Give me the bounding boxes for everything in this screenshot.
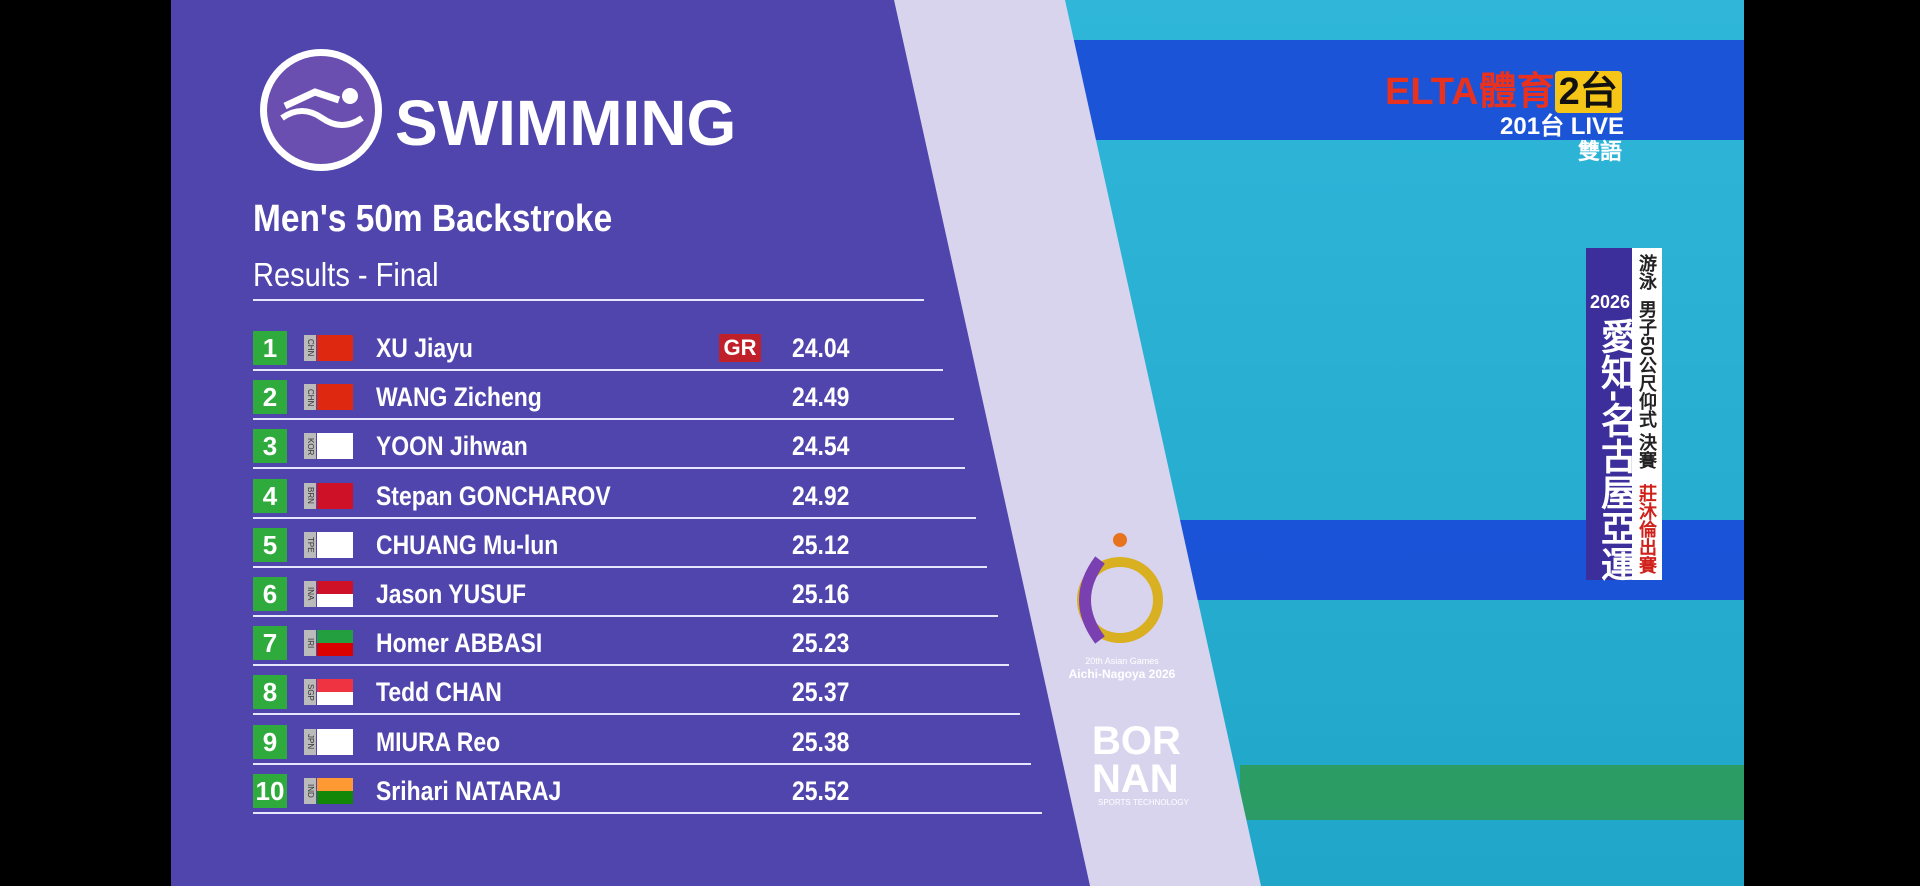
flag	[317, 630, 353, 657]
banner-athlete: 莊沐倫出賽	[1637, 484, 1657, 574]
flag	[317, 679, 353, 706]
games-label: 20th Asian Games	[1085, 656, 1159, 666]
games-city: Aichi-Nagoya 2026	[1068, 667, 1176, 681]
athlete-name: WANG Zicheng	[376, 382, 542, 413]
row-line	[253, 664, 1009, 667]
channel-sport: 體育	[1478, 71, 1555, 113]
rank: 2	[253, 380, 287, 415]
country-code: CHN	[304, 335, 316, 361]
phase: Results - Final	[253, 256, 439, 293]
rank: 8	[253, 675, 287, 710]
athlete-name: CHUANG Mu-lun	[376, 529, 559, 560]
athlete-name: Tedd CHAN	[376, 677, 502, 708]
flag	[317, 777, 353, 804]
row-line	[253, 516, 976, 519]
banner-strip	[1632, 248, 1662, 580]
athlete-name: Homer ABBASI	[376, 628, 543, 659]
time: 25.23	[792, 628, 850, 659]
time: 24.49	[792, 382, 850, 413]
rank: 5	[253, 527, 287, 562]
channel-number: 2台	[1554, 71, 1622, 113]
sponsor-line1: BOR	[1092, 719, 1181, 763]
banner-sport: 游泳	[1637, 254, 1657, 290]
country-code: KOR	[304, 433, 316, 460]
banner-games: 愛知-名古屋亞運	[1596, 318, 1637, 582]
flag	[317, 433, 353, 460]
athlete-name: YOON Jihwan	[376, 431, 528, 462]
time: 24.92	[792, 480, 850, 511]
rank: 7	[253, 626, 287, 661]
time: 25.37	[792, 677, 850, 708]
row-line	[253, 615, 998, 617]
sponsor-line2: NAN	[1092, 757, 1179, 801]
rank: 6	[253, 577, 287, 611]
rank: 3	[253, 429, 287, 464]
country-code: CHN	[304, 384, 316, 411]
row-line	[253, 762, 1031, 765]
sport-title: SWIMMING	[395, 87, 737, 159]
banner-event: 男子50公尺仰式 決賽	[1637, 300, 1657, 470]
time: 24.04	[792, 333, 850, 363]
event-title: Men's 50m Backstroke	[253, 198, 613, 240]
country-code: TPE	[304, 531, 316, 558]
athlete-name: XU Jiayu	[376, 333, 473, 363]
flag	[317, 482, 353, 509]
channel-logo: ELTA體育 2台	[1385, 60, 1622, 115]
channel-brand: ELTA	[1385, 71, 1479, 113]
athlete-name: Jason YUSUF	[376, 579, 527, 609]
rank: 10	[253, 773, 287, 808]
rank: 1	[253, 331, 287, 365]
country-code: IND	[304, 777, 316, 804]
rank: 9	[253, 724, 287, 759]
sponsor-tag: SPORTS TECHNOLOGY	[1098, 798, 1189, 807]
flag	[317, 531, 353, 558]
row-line	[253, 811, 1042, 814]
row-line	[253, 467, 965, 470]
athlete-name: Stepan GONCHAROV	[376, 480, 611, 511]
row-line	[253, 713, 1020, 716]
row-line	[253, 369, 943, 371]
athlete-name: MIURA Reo	[376, 726, 501, 757]
record: GR	[719, 334, 761, 362]
time: 25.16	[792, 579, 850, 609]
time: 25.52	[792, 775, 850, 806]
flag	[317, 728, 353, 755]
rank: 4	[253, 478, 287, 513]
country-code: JPN	[304, 728, 316, 755]
country-code: IRI	[304, 630, 316, 657]
country-code: BRN	[304, 482, 316, 509]
channel-live: 201台 LIVE	[1500, 113, 1625, 140]
time: 25.12	[792, 529, 850, 560]
row-line	[253, 418, 954, 421]
flag	[317, 581, 353, 607]
country-code: SGP	[304, 679, 316, 706]
time: 25.38	[792, 726, 850, 757]
time: 24.54	[792, 431, 850, 462]
country-code: INA	[304, 581, 316, 607]
banner-year: 2026	[1590, 292, 1631, 312]
flag	[317, 384, 353, 411]
athlete-name: Srihari NATARAJ	[376, 775, 562, 806]
flag	[317, 335, 353, 361]
row-line	[253, 565, 987, 568]
channel-language: 雙語	[1578, 139, 1623, 164]
